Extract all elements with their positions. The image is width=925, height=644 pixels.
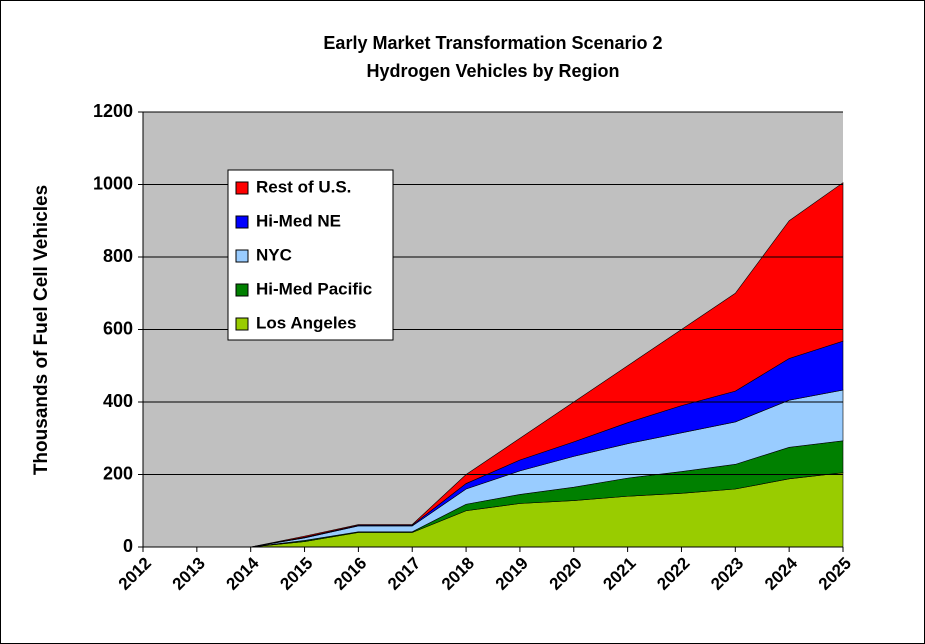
chart-title: Early Market Transformation Scenario 2 bbox=[323, 33, 662, 53]
area bbox=[143, 182, 844, 548]
legend-swatch bbox=[235, 249, 249, 263]
legend-label: Los Angeles bbox=[256, 313, 356, 332]
y-tick-label: 200 bbox=[103, 463, 133, 483]
legend-swatch bbox=[235, 215, 249, 229]
legend-label: NYC bbox=[256, 245, 292, 264]
legend-swatch bbox=[235, 181, 249, 195]
legend-label: Hi-Med Pacific bbox=[256, 279, 372, 298]
y-tick-label: 400 bbox=[103, 391, 133, 411]
y-tick-label: 600 bbox=[103, 318, 133, 338]
y-tick-label: 0 bbox=[123, 536, 133, 556]
y-tick-label: 800 bbox=[103, 246, 133, 266]
chart-subtitle: Hydrogen Vehicles by Region bbox=[366, 61, 619, 81]
legend-swatch bbox=[235, 317, 249, 331]
legend bbox=[227, 169, 394, 341]
legend-label: Hi-Med NE bbox=[256, 211, 341, 230]
legend-label: Rest of U.S. bbox=[256, 177, 351, 196]
y-tick-label: 1200 bbox=[93, 101, 133, 121]
y-tick-label: 1000 bbox=[93, 173, 133, 193]
legend-swatch bbox=[235, 283, 249, 297]
y-axis-label: Thousands of Fuel Cell Vehicles bbox=[31, 185, 52, 475]
